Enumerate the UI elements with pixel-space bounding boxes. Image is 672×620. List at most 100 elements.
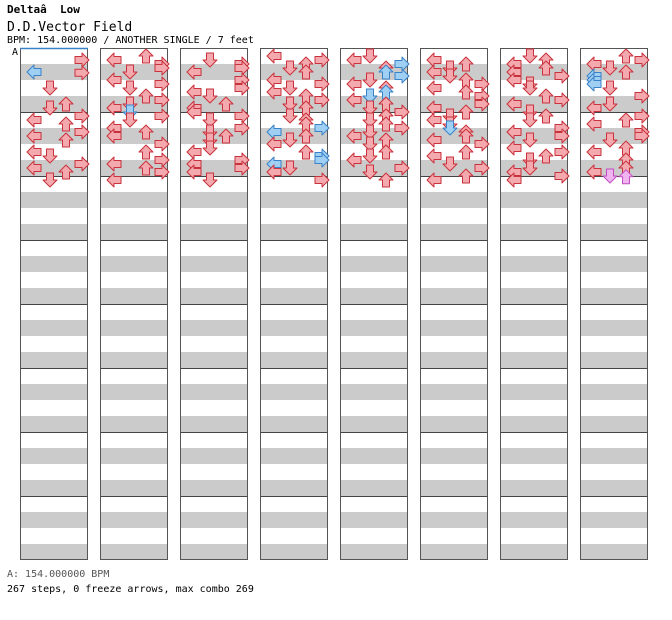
beat-band bbox=[580, 352, 648, 368]
step-arrow-up bbox=[378, 116, 394, 132]
step-arrow-left bbox=[26, 64, 42, 80]
beat-band bbox=[180, 416, 248, 432]
beat-band bbox=[100, 352, 168, 368]
step-arrow-down bbox=[362, 164, 378, 180]
beat-band bbox=[420, 480, 488, 496]
step-arrow-right bbox=[474, 136, 490, 152]
beat-band bbox=[180, 544, 248, 560]
chart-column bbox=[20, 48, 88, 560]
step-arrow-up bbox=[378, 144, 394, 160]
step-arrow-left bbox=[506, 140, 522, 156]
step-arrow-right bbox=[314, 120, 330, 136]
beat-band bbox=[180, 352, 248, 368]
step-arrow-down bbox=[522, 132, 538, 148]
beat-band bbox=[420, 352, 488, 368]
beat-band bbox=[500, 384, 568, 400]
beat-band bbox=[20, 192, 88, 208]
step-arrow-left bbox=[26, 160, 42, 176]
chart-column bbox=[260, 48, 328, 560]
step-arrow-left bbox=[586, 76, 602, 92]
step-arrow-up bbox=[458, 104, 474, 120]
step-arrow-right bbox=[314, 52, 330, 68]
step-arrow-down bbox=[282, 160, 298, 176]
step-arrow-right bbox=[394, 160, 410, 176]
step-arrow-up bbox=[218, 96, 234, 112]
beat-band bbox=[180, 384, 248, 400]
step-arrow-right bbox=[314, 76, 330, 92]
beat-band bbox=[260, 416, 328, 432]
step-arrow-left bbox=[106, 156, 122, 172]
beat-band bbox=[420, 512, 488, 528]
beat-band bbox=[100, 512, 168, 528]
step-arrow-down bbox=[42, 80, 58, 96]
step-arrow-left bbox=[266, 84, 282, 100]
chart-title: Deltaâ Low bbox=[7, 3, 80, 16]
beat-band bbox=[180, 512, 248, 528]
step-arrow-down bbox=[362, 112, 378, 128]
step-arrow-left bbox=[586, 116, 602, 132]
step-arrow-left bbox=[186, 104, 202, 120]
step-arrow-left bbox=[346, 76, 362, 92]
beat-band bbox=[420, 288, 488, 304]
step-arrow-down bbox=[282, 60, 298, 76]
step-arrow-left bbox=[266, 164, 282, 180]
beat-band bbox=[20, 544, 88, 560]
chart-info: BPM: 154.000000 / ANOTHER SINGLE / 7 fee… bbox=[7, 35, 254, 46]
step-arrow-left bbox=[266, 136, 282, 152]
beat-band bbox=[340, 320, 408, 336]
beat-band bbox=[580, 512, 648, 528]
step-arrow-up bbox=[378, 172, 394, 188]
beat-band bbox=[580, 416, 648, 432]
step-arrow-down bbox=[122, 64, 138, 80]
step-arrow-left bbox=[346, 92, 362, 108]
step-arrow-right bbox=[474, 160, 490, 176]
step-arrow-up bbox=[298, 144, 314, 160]
beat-band bbox=[180, 480, 248, 496]
step-arrow-right bbox=[474, 96, 490, 112]
step-arrow-down bbox=[282, 96, 298, 112]
beat-band bbox=[100, 288, 168, 304]
beat-band bbox=[20, 384, 88, 400]
step-arrow-up bbox=[138, 160, 154, 176]
step-arrow-up bbox=[218, 128, 234, 144]
step-arrow-left bbox=[26, 128, 42, 144]
step-arrow-down bbox=[602, 80, 618, 96]
step-arrow-down bbox=[442, 120, 458, 136]
step-arrow-up bbox=[298, 128, 314, 144]
beat-band bbox=[260, 352, 328, 368]
step-arrow-right bbox=[154, 76, 170, 92]
step-arrow-right bbox=[554, 68, 570, 84]
beat-band bbox=[420, 224, 488, 240]
beat-band bbox=[260, 224, 328, 240]
step-arrow-up bbox=[58, 96, 74, 112]
step-arrow-down bbox=[522, 80, 538, 96]
step-arrow-down bbox=[362, 88, 378, 104]
step-arrow-right bbox=[74, 65, 90, 81]
step-arrow-down bbox=[442, 68, 458, 84]
beat-band bbox=[500, 256, 568, 272]
beat-band bbox=[420, 416, 488, 432]
beat-band bbox=[260, 448, 328, 464]
step-arrow-left bbox=[586, 144, 602, 160]
step-arrow-right bbox=[154, 108, 170, 124]
step-arrow-left bbox=[26, 144, 42, 160]
beat-band bbox=[500, 288, 568, 304]
column-border bbox=[260, 48, 328, 560]
step-arrow-up bbox=[58, 164, 74, 180]
step-arrow-right bbox=[314, 92, 330, 108]
step-arrow-right bbox=[634, 52, 650, 68]
step-arrow-down bbox=[602, 132, 618, 148]
step-arrow-down bbox=[602, 168, 618, 184]
step-arrow-right bbox=[74, 124, 90, 140]
step-arrow-up bbox=[458, 168, 474, 184]
beat-band bbox=[340, 256, 408, 272]
beat-band bbox=[580, 288, 648, 304]
step-arrow-down bbox=[362, 48, 378, 64]
step-arrow-right bbox=[634, 88, 650, 104]
beat-band bbox=[260, 384, 328, 400]
step-arrow-left bbox=[346, 152, 362, 168]
step-arrow-down bbox=[202, 88, 218, 104]
beat-band bbox=[100, 256, 168, 272]
step-arrow-down bbox=[42, 100, 58, 116]
step-arrow-up bbox=[618, 169, 634, 185]
